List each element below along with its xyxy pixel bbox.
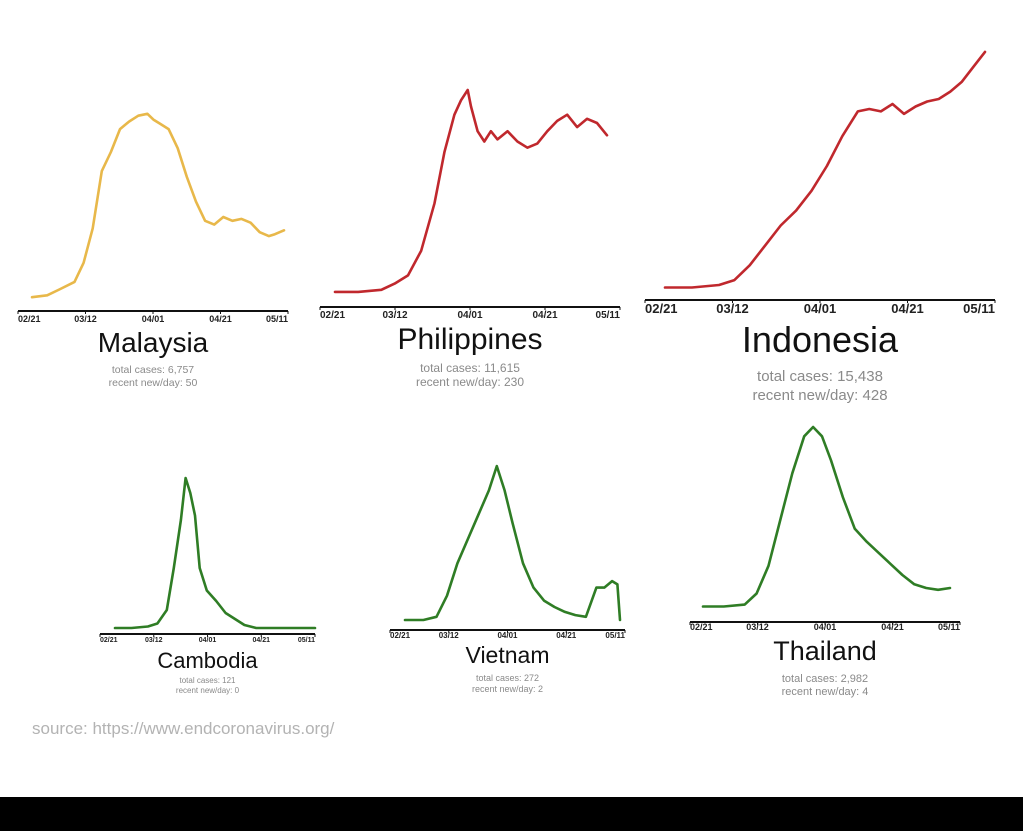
x-tick-label: 02/21 xyxy=(390,631,411,640)
x-tick-label: 04/01 xyxy=(457,310,482,321)
x-tick-label: 03/12 xyxy=(746,622,769,632)
x-tick-label: 03/12 xyxy=(74,314,97,324)
chart-stat: recent new/day: 428 xyxy=(752,387,887,404)
x-tick-label: 05/11 xyxy=(963,301,995,316)
chart-stat: recent new/day: 50 xyxy=(109,377,198,389)
x-tick-label: 04/01 xyxy=(814,622,837,632)
chart-stat: total cases: 272 xyxy=(476,673,539,683)
chart-stat: total cases: 6,757 xyxy=(112,364,194,376)
x-tick-label: 03/12 xyxy=(439,631,460,640)
x-tick-label: 04/01 xyxy=(804,301,837,316)
x-tick-label: 02/21 xyxy=(18,314,41,324)
chart-stat: total cases: 11,615 xyxy=(420,361,520,375)
x-tick-label: 03/12 xyxy=(716,301,749,316)
chart-stat: recent new/day: 2 xyxy=(472,684,543,694)
series-line xyxy=(113,476,317,630)
x-tick-label: 02/21 xyxy=(690,622,713,632)
series-line xyxy=(701,425,952,608)
chart-stat: recent new/day: 0 xyxy=(176,686,240,695)
x-tick-label: 05/11 xyxy=(596,310,621,321)
chart-thailand: 02/21 03/12 04/01 04/21 05/11 Thailand total c… xyxy=(689,425,961,698)
bottom-black-bar xyxy=(0,797,1023,831)
chart-philippines: 02/21 03/12 04/01 04/21 05/11 Philippines tota… xyxy=(319,88,621,389)
chart-stat: total cases: 15,438 xyxy=(757,368,883,385)
chart-title: Thailand xyxy=(773,636,877,666)
chart-title: Indonesia xyxy=(742,319,899,360)
chart-stat: total cases: 2,982 xyxy=(782,673,868,685)
x-tick-label: 02/21 xyxy=(100,637,118,644)
source-caption: source: https://www.endcoronavirus.org/ xyxy=(32,719,335,738)
x-tick-label: 05/11 xyxy=(605,631,625,640)
chart-cambodia: 02/21 03/12 04/01 04/21 05/11 Cambodia total c… xyxy=(99,476,317,695)
x-tick-label: 04/21 xyxy=(881,622,904,632)
x-tick-label: 04/21 xyxy=(252,637,270,644)
chart-indonesia: 02/21 03/12 04/01 04/21 05/11 Indonesia total … xyxy=(644,50,996,404)
charts-canvas: 02/21 03/12 04/01 04/21 05/11 Malaysia total c… xyxy=(17,50,996,698)
chart-stat: recent new/day: 4 xyxy=(782,686,869,698)
chart-vietnam: 02/21 03/12 04/01 04/21 05/11 Vietnam total ca… xyxy=(389,464,626,694)
x-tick-label: 05/11 xyxy=(938,622,960,632)
x-tick-label: 04/21 xyxy=(891,301,924,316)
x-tick-label: 04/21 xyxy=(532,310,557,321)
series-line xyxy=(663,50,987,289)
chart-title: Vietnam xyxy=(466,642,550,668)
x-tick-label: 03/12 xyxy=(145,637,163,644)
series-line xyxy=(333,88,609,294)
chart-title: Malaysia xyxy=(98,327,209,358)
x-tick-label: 03/12 xyxy=(382,310,407,321)
chart-stat: total cases: 121 xyxy=(179,676,236,685)
x-tick-label: 02/21 xyxy=(320,310,345,321)
chart-title: Cambodia xyxy=(157,648,258,673)
chart-malaysia: 02/21 03/12 04/01 04/21 05/11 Malaysia total c… xyxy=(17,112,289,389)
chart-title: Philippines xyxy=(397,323,542,356)
chart-stat: recent new/day: 230 xyxy=(416,375,524,389)
series-line xyxy=(30,112,286,299)
x-tick-label: 04/01 xyxy=(497,631,518,640)
x-tick-label: 04/21 xyxy=(556,631,577,640)
x-tick-label: 05/11 xyxy=(266,314,288,324)
x-tick-label: 04/21 xyxy=(209,314,232,324)
x-tick-label: 04/01 xyxy=(199,637,217,644)
x-tick-label: 04/01 xyxy=(142,314,165,324)
series-line xyxy=(403,464,622,622)
x-tick-label: 02/21 xyxy=(645,301,678,316)
x-tick-label: 05/11 xyxy=(298,637,315,644)
